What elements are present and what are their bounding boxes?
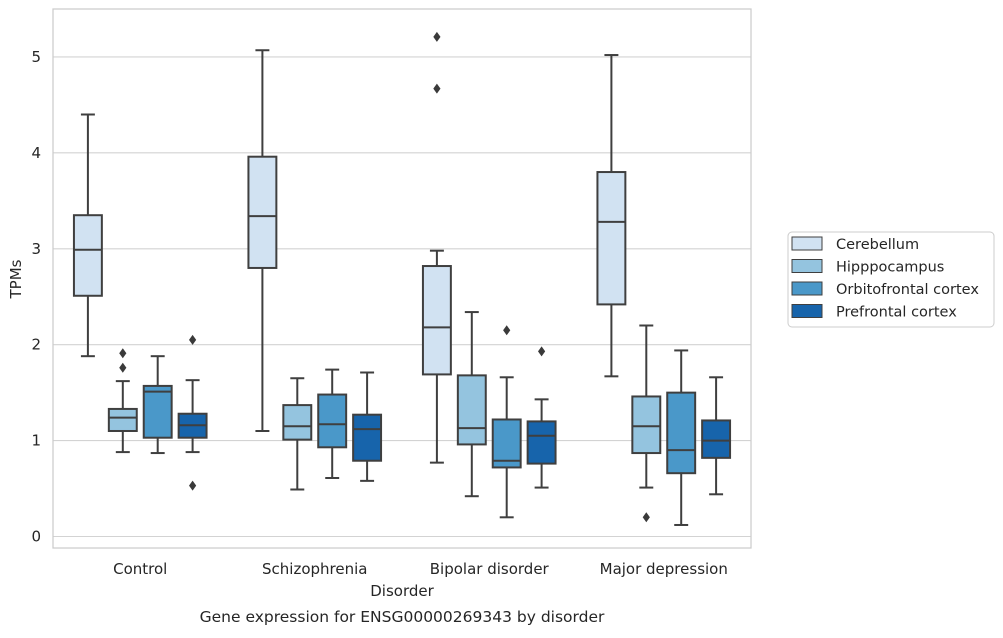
box-group xyxy=(491,325,522,519)
y-tick-label: 3 xyxy=(31,240,41,258)
y-tick-label: 5 xyxy=(31,48,41,66)
outlier-point xyxy=(433,31,441,42)
box-group xyxy=(177,334,208,491)
box-group xyxy=(247,49,278,432)
legend: Cerebellum Hipppocampus Orbitofrontal cort… xyxy=(787,231,995,328)
box xyxy=(107,407,138,432)
legend-label: Prefrontal cortex xyxy=(836,305,957,321)
outlier-point xyxy=(189,480,197,491)
x-tick-label: Major depression xyxy=(600,560,728,578)
box-group xyxy=(282,377,313,491)
box-group xyxy=(701,376,732,496)
outlier-point xyxy=(503,325,511,336)
box xyxy=(666,391,697,475)
box-groups xyxy=(72,31,732,526)
legend-label: Hipppocampus xyxy=(836,260,944,276)
box xyxy=(701,419,732,459)
plot-frame xyxy=(52,8,752,549)
box-group xyxy=(317,368,348,479)
x-axis-label: Disorder xyxy=(370,582,434,600)
box-group xyxy=(666,349,697,526)
box-group xyxy=(352,371,383,482)
outlier-point xyxy=(538,346,546,357)
y-tick-labels: 0 1 2 3 4 5 xyxy=(31,48,41,546)
x-tick-labels: Control Schizophrenia Bipolar disorder Majo… xyxy=(113,560,728,578)
legend-label: Orbitofrontal cortex xyxy=(836,282,979,298)
box xyxy=(491,418,522,469)
legend-swatch xyxy=(791,281,823,296)
outlier-point xyxy=(119,348,127,359)
grid-lines xyxy=(53,56,751,538)
box xyxy=(282,404,313,441)
box-group xyxy=(526,346,557,489)
box-group xyxy=(421,31,452,464)
box xyxy=(142,384,173,439)
box xyxy=(596,171,627,306)
x-tick-label: Schizophrenia xyxy=(262,560,367,578)
y-tick-label: 4 xyxy=(31,144,41,162)
legend-frame xyxy=(787,231,995,328)
box xyxy=(352,413,383,462)
legend-swatch xyxy=(791,304,823,318)
y-tick-label: 1 xyxy=(31,432,41,450)
box-group xyxy=(142,355,173,455)
legend-items: Cerebellum Hipppocampus Orbitofrontal cort… xyxy=(791,236,979,321)
box-group xyxy=(596,54,627,378)
box-group xyxy=(456,311,487,498)
box xyxy=(421,265,452,376)
outlier-point xyxy=(119,362,127,373)
box xyxy=(247,155,278,269)
legend-swatch xyxy=(791,259,823,273)
outlier-point xyxy=(642,512,650,523)
box-group xyxy=(72,113,103,358)
x-tick-label: Control xyxy=(113,560,167,578)
y-tick-label: 0 xyxy=(31,527,41,545)
box xyxy=(526,420,557,465)
box xyxy=(456,374,487,446)
outlier-point xyxy=(433,83,441,94)
box xyxy=(631,395,662,455)
box-group xyxy=(107,348,138,454)
box xyxy=(72,214,103,297)
x-tick-label: Bipolar disorder xyxy=(430,560,550,578)
y-axis-label: TPMs xyxy=(7,259,25,299)
box xyxy=(317,393,348,449)
box-group xyxy=(631,324,662,523)
legend-swatch xyxy=(791,236,823,251)
outlier-point xyxy=(189,334,197,345)
y-tick-label: 2 xyxy=(31,336,41,354)
chart-title: Gene expression for ENSG00000269343 by d… xyxy=(200,608,605,626)
legend-label: Cerebellum xyxy=(836,237,919,253)
